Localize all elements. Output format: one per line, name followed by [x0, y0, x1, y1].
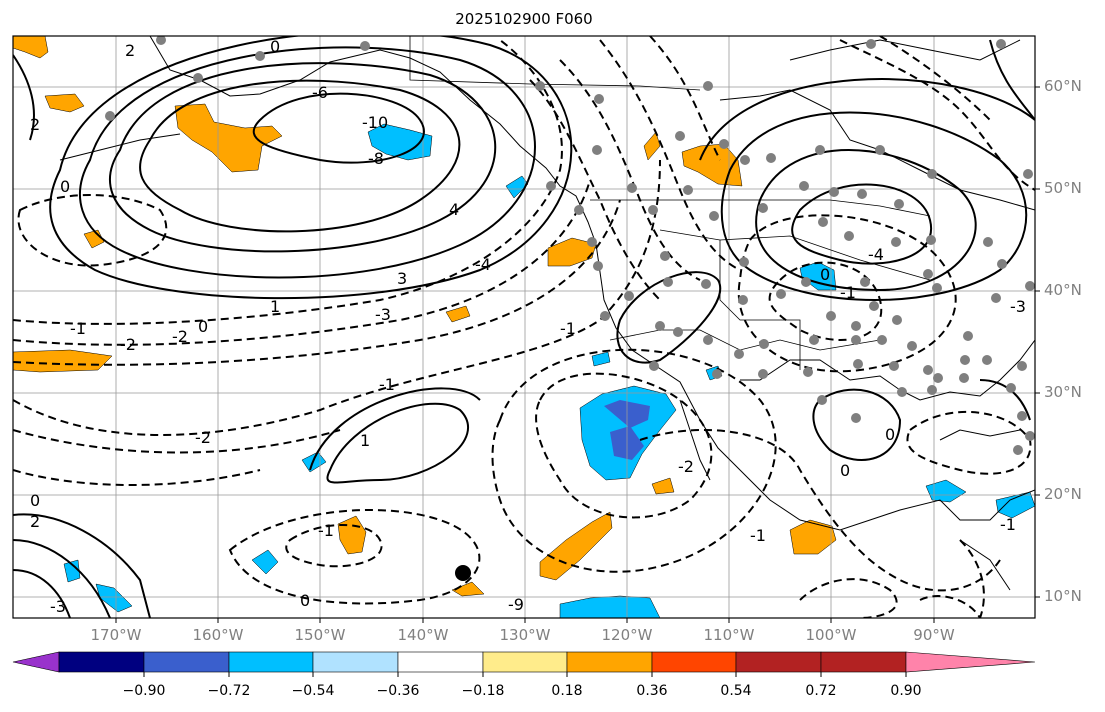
contour-label: -1 [560, 319, 576, 338]
contour-label: 0 [820, 265, 830, 284]
contour-label: -1 [70, 319, 86, 338]
lat-label: 10°N [1044, 587, 1082, 605]
contour-label: 0 [840, 461, 850, 480]
contour-label: -1 [840, 283, 856, 302]
contour-label: -2 [678, 457, 694, 476]
plot-frame [12, 35, 1036, 619]
location-marker [455, 565, 471, 581]
colorbar-segment [482, 651, 568, 673]
colorbar-ticks [143, 672, 907, 677]
colorbar-extend-max [905, 651, 1036, 673]
colorbar-segment [58, 651, 145, 673]
contour-label: 1 [360, 431, 370, 450]
contour-label: -4 [868, 245, 884, 264]
lon-label: 130°W [499, 626, 551, 644]
map-plot-area: 0 -1 -2 -3 -4 -6 -8 -9 -10 2 4 1 0 -2 -1… [13, 36, 1035, 618]
contour-label: -3 [1010, 297, 1026, 316]
colorbar-tick-label: 0.90 [890, 683, 922, 699]
colorbar-segment [312, 651, 399, 673]
colorbar-tick-label: −0.90 [122, 683, 166, 699]
contour-label: 0 [885, 425, 895, 444]
colorbar-tick-label: −0.18 [461, 683, 505, 699]
colorbar-tick-label: 0.18 [551, 683, 583, 699]
dashed-contours [13, 36, 1035, 618]
lat-label: 20°N [1044, 485, 1082, 503]
contour-label: -1 [318, 521, 334, 540]
colorbar-segment [566, 651, 653, 673]
lat-label: 60°N [1044, 77, 1082, 95]
contour-label: -3 [50, 597, 66, 616]
positive-anomaly-areas [13, 36, 837, 597]
lon-label: 90°W [913, 626, 955, 644]
contour-label: -2 [172, 327, 188, 346]
lat-label: 50°N [1044, 179, 1082, 197]
lon-label: 140°W [397, 626, 449, 644]
coastlines [59, 36, 1035, 591]
colorbar-tick-label: 0.36 [636, 683, 668, 699]
lon-label: 120°W [601, 626, 653, 644]
contour-label: 0 [30, 491, 40, 510]
colorbar-tick-label: 0.54 [720, 683, 752, 699]
contour-label: 2 [30, 512, 40, 531]
contour-label: -2 [120, 335, 136, 354]
contour-labels: 0 -1 -2 -3 -4 -6 -8 -9 -10 2 4 1 0 -2 -1… [30, 37, 1026, 616]
contour-label: -2 [195, 428, 211, 447]
lat-label: 40°N [1044, 281, 1082, 299]
contour-label: 2 [30, 115, 40, 134]
colorbar-segment [397, 651, 484, 673]
colorbar-segment [228, 651, 314, 673]
lat-label: 30°N [1044, 383, 1082, 401]
colorbar-segment [651, 651, 737, 673]
contour-label: -8 [368, 149, 384, 168]
colorbar-extend-min [12, 651, 60, 673]
map-title: 2025102900 F060 [455, 10, 593, 28]
lon-label: 100°W [805, 626, 857, 644]
contour-label: 0 [198, 317, 208, 336]
station-markers [105, 36, 1035, 455]
contour-label: -3 [375, 305, 391, 324]
axis-ticks [115, 86, 1040, 623]
lon-label: 150°W [294, 626, 346, 644]
contour-label: -4 [475, 255, 491, 274]
contour-label: 2 [125, 41, 135, 60]
colorbar-segment [820, 651, 907, 673]
contour-label: -1 [379, 375, 395, 394]
contour-label: -1 [1000, 515, 1016, 534]
colorbar-segment [143, 651, 230, 673]
contour-label: 0 [60, 177, 70, 196]
lon-label: 160°W [192, 626, 244, 644]
contour-label: 1 [270, 297, 280, 316]
lon-label: 170°W [90, 626, 142, 644]
contour-label: -9 [508, 595, 524, 614]
contour-label: -6 [312, 83, 328, 102]
solid-contours [13, 36, 1035, 618]
lon-label: 110°W [703, 626, 755, 644]
contour-label: 0 [270, 37, 280, 56]
contour-label: -10 [362, 113, 388, 132]
colorbar-tick-label: 0.72 [805, 683, 837, 699]
colorbar-tick-label: −0.72 [207, 683, 251, 699]
contour-label: 4 [449, 200, 459, 219]
contour-label: 0 [300, 591, 310, 610]
colorbar [12, 651, 1036, 677]
contour-label: 3 [397, 269, 407, 288]
colorbar-tick-label: −0.36 [376, 683, 420, 699]
colorbar-segment [735, 651, 822, 673]
shaded-anomaly-fields [13, 36, 1035, 618]
colorbar-tick-label: −0.54 [291, 683, 335, 699]
contour-label: -1 [750, 526, 766, 545]
